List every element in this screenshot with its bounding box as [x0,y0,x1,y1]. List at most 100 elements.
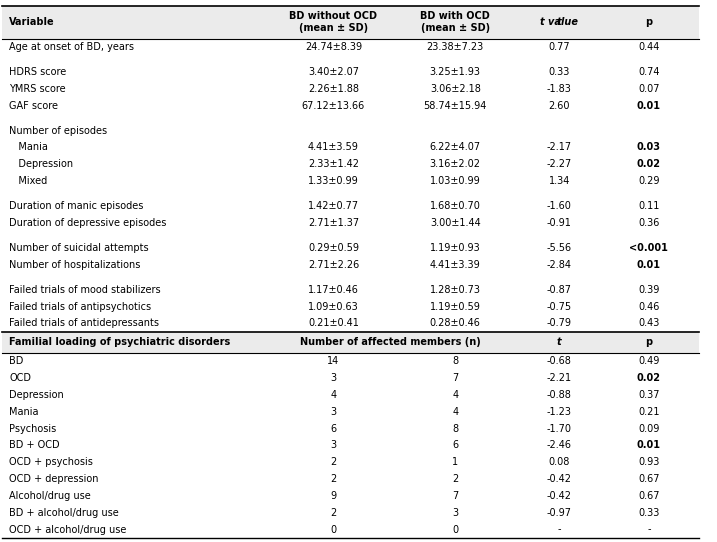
Text: 1.34: 1.34 [549,176,570,186]
Text: 3.16±2.02: 3.16±2.02 [429,159,481,169]
Text: 1.19±0.59: 1.19±0.59 [430,301,480,312]
Text: 8: 8 [452,356,458,366]
Text: -: - [558,525,561,534]
Text: 0.09: 0.09 [638,423,660,434]
Text: 3: 3 [331,440,336,450]
Text: 0.08: 0.08 [549,457,570,467]
Text: BD + alcohol/drug use: BD + alcohol/drug use [9,508,119,518]
Text: 0.02: 0.02 [637,373,661,383]
Text: 8: 8 [452,423,458,434]
Text: 2.60: 2.60 [549,101,570,111]
Text: 4: 4 [331,390,336,400]
Text: Failed trials of antipsychotics: Failed trials of antipsychotics [9,301,151,312]
Text: p: p [645,17,652,27]
Text: 0.02: 0.02 [637,159,661,169]
Text: 0.28±0.46: 0.28±0.46 [430,318,480,328]
Text: 0.46: 0.46 [638,301,660,312]
Text: Age at onset of BD, years: Age at onset of BD, years [9,42,134,52]
Text: Duration of depressive episodes: Duration of depressive episodes [9,218,166,228]
Text: 4: 4 [452,406,458,417]
Text: 0.03: 0.03 [637,143,661,152]
Text: 0.49: 0.49 [638,356,660,366]
Text: Failed trials of antidepressants: Failed trials of antidepressants [9,318,159,328]
Text: -1.70: -1.70 [547,423,571,434]
Text: -0.75: -0.75 [546,301,572,312]
Text: GAF score: GAF score [9,101,58,111]
Text: 58.74±15.94: 58.74±15.94 [424,101,487,111]
Text: 7: 7 [452,491,458,501]
Text: t: t [557,17,561,27]
Text: 1: 1 [452,457,458,467]
Text: Number of suicidal attempts: Number of suicidal attempts [9,243,149,253]
Text: Alcohol/drug use: Alcohol/drug use [9,491,91,501]
Text: 6: 6 [331,423,336,434]
Text: 3: 3 [331,373,336,383]
Text: 0.43: 0.43 [638,318,660,328]
Text: Psychosis: Psychosis [9,423,57,434]
Text: 7: 7 [452,373,458,383]
Text: -0.68: -0.68 [547,356,571,366]
Text: 0.29±0.59: 0.29±0.59 [308,243,359,253]
Text: 0.37: 0.37 [638,390,660,400]
Text: t value: t value [541,17,578,27]
Text: Familial loading of psychiatric disorders: Familial loading of psychiatric disorder… [9,337,231,347]
Text: 1.68±0.70: 1.68±0.70 [430,201,480,211]
Text: 2: 2 [331,457,336,467]
Text: 3.06±2.18: 3.06±2.18 [430,84,480,94]
Text: -1.60: -1.60 [547,201,571,211]
Text: 0.07: 0.07 [638,84,660,94]
Text: Duration of manic episodes: Duration of manic episodes [9,201,143,211]
Text: Failed trials of mood stabilizers: Failed trials of mood stabilizers [9,285,161,295]
Text: 14: 14 [327,356,340,366]
Text: -0.42: -0.42 [547,491,571,501]
Text: <0.001: <0.001 [630,243,668,253]
Text: 1.33±0.99: 1.33±0.99 [308,176,358,186]
Text: 6.22±4.07: 6.22±4.07 [429,143,481,152]
Text: 0: 0 [331,525,336,534]
Text: OCD + depression: OCD + depression [9,474,99,484]
Text: -0.42: -0.42 [547,474,571,484]
Text: -1.23: -1.23 [547,406,571,417]
Text: -2.27: -2.27 [546,159,572,169]
Text: 2: 2 [331,474,336,484]
Text: 0.33: 0.33 [638,508,660,518]
Text: 0.67: 0.67 [638,474,660,484]
Text: 4.41±3.39: 4.41±3.39 [430,260,480,270]
Text: -0.97: -0.97 [547,508,571,518]
Text: OCD + psychosis: OCD + psychosis [9,457,93,467]
Text: 4: 4 [452,390,458,400]
Text: 0: 0 [452,525,458,534]
Text: 3.25±1.93: 3.25±1.93 [429,67,481,77]
Text: 3.00±1.44: 3.00±1.44 [430,218,480,228]
Text: BD with OCD
(mean ± SD): BD with OCD (mean ± SD) [420,11,490,33]
Text: -1.83: -1.83 [547,84,571,94]
Text: 6: 6 [452,440,458,450]
Text: -0.79: -0.79 [547,318,571,328]
Text: 0.44: 0.44 [638,42,660,52]
Text: 0.01: 0.01 [637,101,661,111]
Text: OCD + alcohol/drug use: OCD + alcohol/drug use [9,525,127,534]
Text: 0.39: 0.39 [638,285,660,295]
Text: 3.40±2.07: 3.40±2.07 [308,67,359,77]
Text: -2.84: -2.84 [547,260,571,270]
Text: 1.03±0.99: 1.03±0.99 [430,176,480,186]
Text: BD: BD [9,356,24,366]
Text: -0.87: -0.87 [547,285,571,295]
Text: -2.46: -2.46 [547,440,571,450]
Text: Mixed: Mixed [9,176,47,186]
Bar [2,332,699,353]
Text: 24.74±8.39: 24.74±8.39 [305,42,362,52]
Text: 0.74: 0.74 [638,67,660,77]
Text: 4.41±3.59: 4.41±3.59 [308,143,358,152]
Text: 0.29: 0.29 [638,176,660,186]
Text: -0.88: -0.88 [547,390,571,400]
Text: 0.36: 0.36 [638,218,660,228]
Text: Number of episodes: Number of episodes [9,126,108,136]
Text: 0.93: 0.93 [638,457,660,467]
Text: Mania: Mania [9,143,48,152]
Text: 2.26±1.88: 2.26±1.88 [308,84,359,94]
Text: Depression: Depression [9,390,64,400]
Text: 1.28±0.73: 1.28±0.73 [429,285,481,295]
Text: BD + OCD: BD + OCD [9,440,60,450]
Text: 2: 2 [331,508,336,518]
